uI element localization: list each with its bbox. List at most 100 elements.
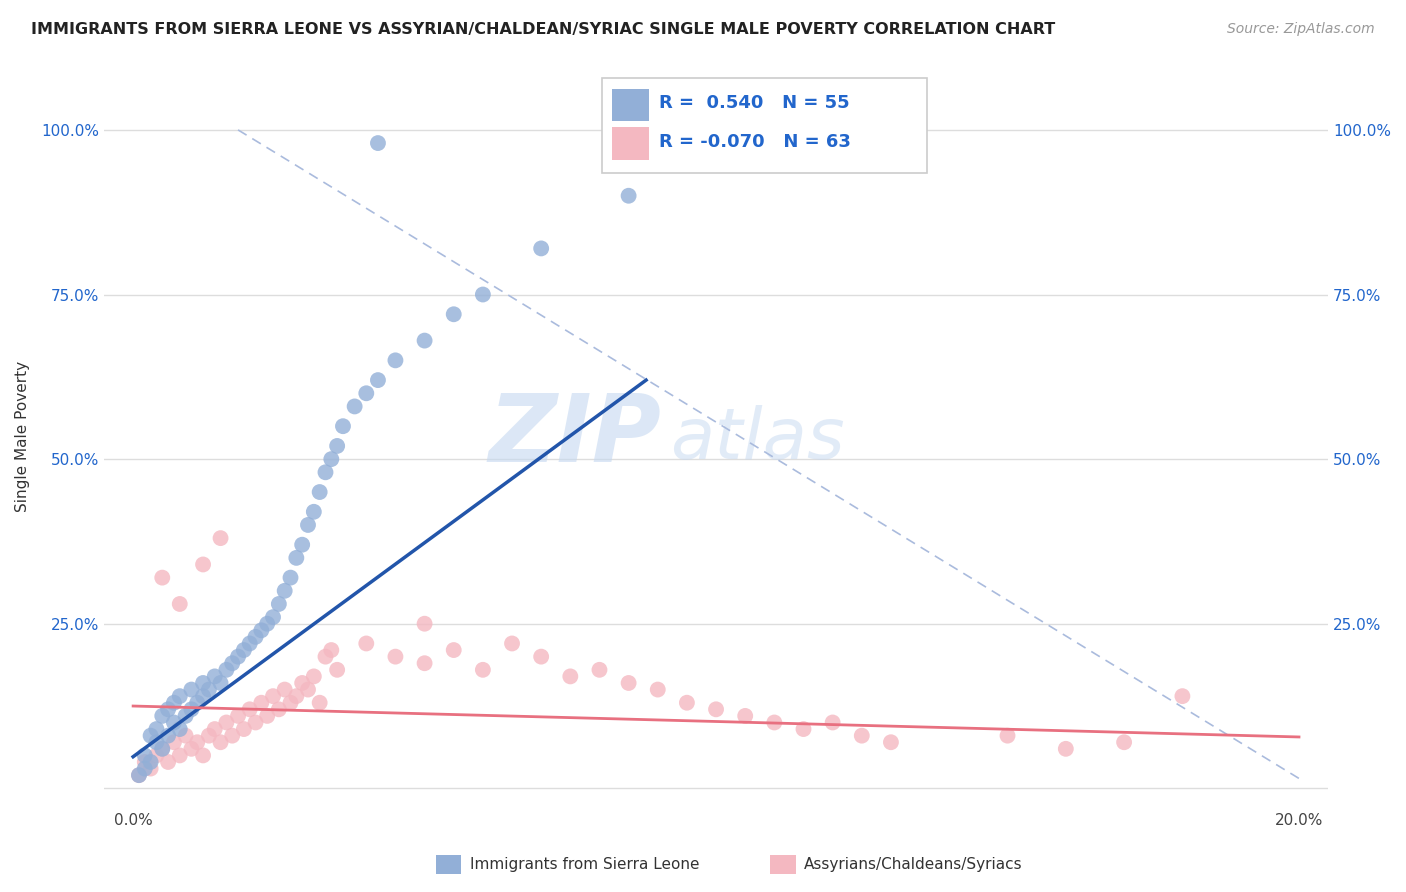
Text: Immigrants from Sierra Leone: Immigrants from Sierra Leone: [470, 857, 699, 871]
Point: [134, 755, 156, 769]
Point: [273, 583, 295, 598]
Point: [297, 518, 319, 533]
Point: [145, 748, 167, 763]
Y-axis label: Single Male Poverty: Single Male Poverty: [15, 360, 30, 512]
Point: [157, 755, 180, 769]
Point: [1054, 741, 1077, 756]
Point: [204, 669, 226, 683]
Point: [245, 630, 267, 644]
Point: [384, 353, 406, 368]
Point: [880, 735, 903, 749]
Point: [250, 696, 273, 710]
Point: [413, 616, 436, 631]
Point: [256, 709, 278, 723]
Point: [314, 649, 336, 664]
Point: [150, 741, 173, 756]
Point: [239, 702, 262, 716]
Point: [384, 649, 406, 664]
Point: [1114, 735, 1136, 749]
Point: [134, 748, 156, 763]
Point: [560, 669, 582, 683]
Point: [180, 741, 202, 756]
Point: [139, 755, 162, 769]
Point: [617, 188, 640, 202]
Text: ZIP: ZIP: [488, 390, 661, 482]
Point: [209, 676, 232, 690]
Point: [232, 643, 254, 657]
Point: [157, 729, 180, 743]
Point: [150, 709, 173, 723]
Point: [443, 643, 465, 657]
Point: [215, 663, 238, 677]
Point: [704, 702, 727, 716]
Point: [471, 663, 494, 677]
Point: [413, 657, 436, 671]
Point: [191, 558, 214, 572]
Point: [128, 768, 150, 782]
Text: Source: ZipAtlas.com: Source: ZipAtlas.com: [1227, 22, 1375, 37]
Point: [221, 657, 243, 671]
Point: [198, 682, 221, 697]
Text: R =  0.540   N = 55: R = 0.540 N = 55: [658, 95, 849, 112]
Point: [226, 709, 249, 723]
Point: [204, 722, 226, 736]
Point: [588, 663, 610, 677]
Point: [134, 762, 156, 776]
Point: [821, 715, 844, 730]
Point: [285, 689, 308, 703]
Point: [280, 696, 302, 710]
Point: [169, 597, 191, 611]
Point: [198, 729, 221, 743]
Point: [215, 715, 238, 730]
Point: [256, 616, 278, 631]
Point: [239, 636, 262, 650]
Point: [332, 419, 354, 434]
Point: [250, 624, 273, 638]
FancyBboxPatch shape: [602, 78, 927, 173]
Point: [174, 709, 197, 723]
Point: [285, 550, 308, 565]
Point: [530, 649, 553, 664]
Point: [226, 649, 249, 664]
Point: [262, 689, 284, 703]
Point: [314, 465, 336, 479]
Point: [245, 715, 267, 730]
Point: [302, 669, 325, 683]
Point: [186, 696, 208, 710]
Text: atlas: atlas: [669, 405, 844, 475]
Point: [326, 439, 349, 453]
Text: IMMIGRANTS FROM SIERRA LEONE VS ASSYRIAN/CHALDEAN/SYRIAC SINGLE MALE POVERTY COR: IMMIGRANTS FROM SIERRA LEONE VS ASSYRIAN…: [31, 22, 1054, 37]
Point: [157, 702, 180, 716]
Point: [267, 702, 290, 716]
FancyBboxPatch shape: [612, 128, 648, 160]
Point: [530, 241, 553, 255]
Point: [145, 722, 167, 736]
Point: [367, 373, 389, 387]
Point: [367, 136, 389, 150]
Point: [180, 682, 202, 697]
Point: [356, 636, 378, 650]
Point: [647, 682, 669, 697]
Point: [321, 643, 343, 657]
Point: [734, 709, 756, 723]
Point: [262, 610, 284, 624]
Point: [321, 452, 343, 467]
FancyBboxPatch shape: [612, 88, 648, 121]
Point: [997, 729, 1019, 743]
Point: [792, 722, 814, 736]
Point: [163, 696, 186, 710]
Point: [308, 696, 330, 710]
Point: [163, 735, 186, 749]
Point: [356, 386, 378, 401]
Text: Assyrians/Chaldeans/Syriacs: Assyrians/Chaldeans/Syriacs: [804, 857, 1022, 871]
Point: [267, 597, 290, 611]
Point: [139, 729, 162, 743]
Point: [169, 722, 191, 736]
Point: [209, 531, 232, 545]
Point: [169, 748, 191, 763]
Point: [1171, 689, 1194, 703]
Point: [302, 505, 325, 519]
Point: [150, 741, 173, 756]
Point: [163, 715, 186, 730]
Point: [139, 762, 162, 776]
